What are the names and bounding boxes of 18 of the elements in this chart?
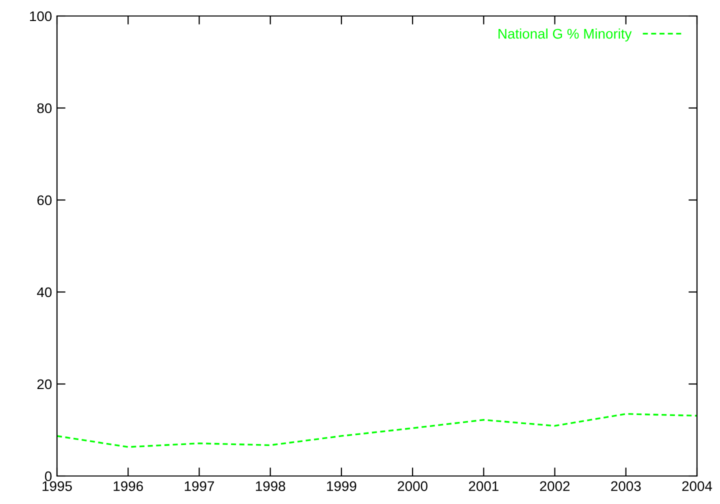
y-tick-label: 40	[37, 287, 52, 298]
x-tick-label: 2000	[398, 481, 428, 492]
x-tick-label: 1995	[42, 481, 72, 492]
y-tick-label: 80	[37, 103, 52, 114]
line-series	[57, 413, 697, 448]
x-tick-label: 2002	[540, 481, 570, 492]
legend-label: National G % Minority	[498, 28, 632, 42]
x-tick-label: 2004	[682, 481, 712, 492]
x-tick-label: 2003	[611, 481, 641, 492]
x-tick-label: 1999	[327, 481, 356, 492]
y-tick-label: 0	[44, 471, 52, 482]
y-tick-label: 20	[37, 379, 52, 390]
y-tick-label: 60	[37, 195, 52, 206]
x-tick-label: 1996	[114, 481, 143, 492]
x-tick-label: 2001	[468, 481, 498, 492]
x-tick-label: 1998	[256, 481, 286, 492]
x-tick-label: 1997	[184, 481, 214, 492]
y-tick-label: 100	[30, 11, 52, 22]
